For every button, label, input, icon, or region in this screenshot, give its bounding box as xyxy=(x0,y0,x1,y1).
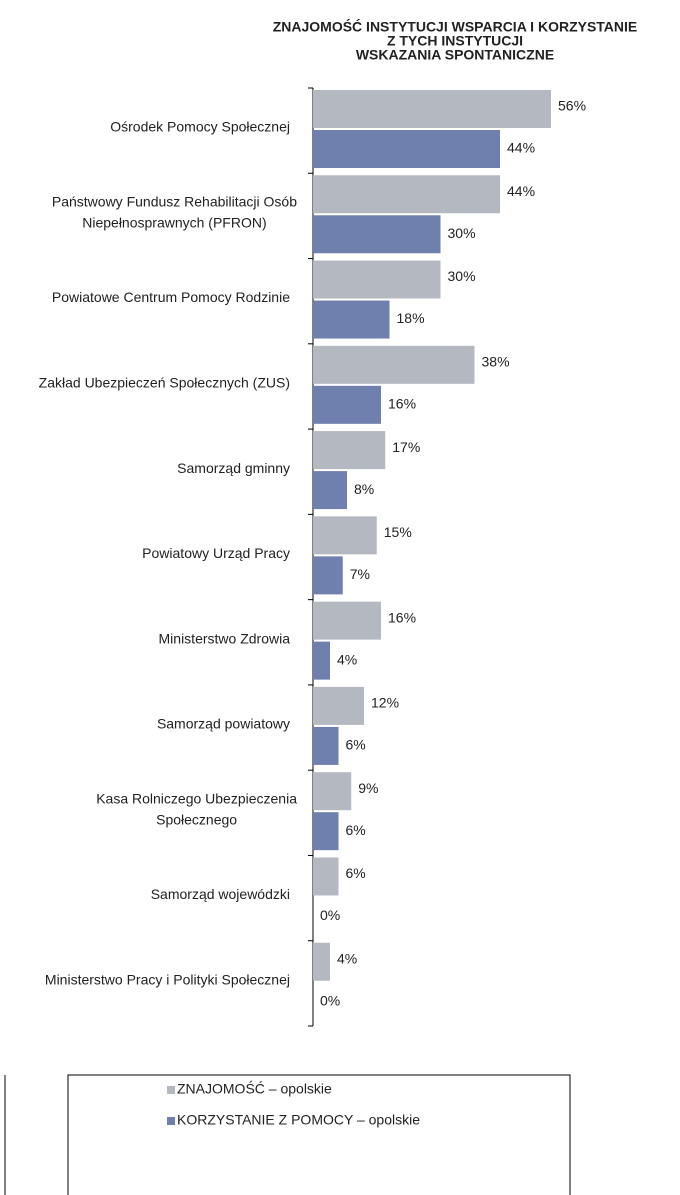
value-label: 6% xyxy=(346,737,366,753)
legend-swatch xyxy=(167,1117,175,1125)
category-label: Zakład Ubezpieczeń Społecznych (ZUS) xyxy=(39,375,290,391)
bar xyxy=(313,942,330,981)
bar xyxy=(313,556,343,595)
category-label-line: Powiatowy Urząd Pracy xyxy=(142,545,290,561)
bar xyxy=(313,260,441,299)
value-label: 6% xyxy=(346,822,366,838)
category-label: Powiatowy Urząd Pracy xyxy=(142,545,290,561)
bar xyxy=(313,772,352,811)
category-label-line: Niepełnosprawnych (PFRON) xyxy=(82,214,266,230)
bar xyxy=(313,641,330,680)
value-label: 56% xyxy=(558,98,586,114)
bar xyxy=(313,345,475,384)
category-label: Kasa Rolniczego Ubezpieczenia Społecznego xyxy=(96,790,297,827)
category-label: Powiatowe Centrum Pomocy Rodzinie xyxy=(52,289,290,305)
value-label: 15% xyxy=(384,524,412,540)
value-label: 44% xyxy=(507,140,535,156)
value-label: 12% xyxy=(371,695,399,711)
value-label: 8% xyxy=(354,481,374,497)
category-label: Samorząd wojewódzki xyxy=(151,886,290,902)
category-label-line: Ministerstwo Pracy i Polityki Społecznej xyxy=(45,971,290,987)
value-label: 0% xyxy=(320,992,340,1008)
category-label: Samorząd powiatowy xyxy=(157,716,290,732)
chart-title: ZNAJOMOŚĆ INSTYTUCJI WSPARCIA I KORZYSTA… xyxy=(273,18,638,35)
chart-title: WSKAZANIA SPONTANICZNE xyxy=(356,47,554,63)
category-label: Ministerstwo Zdrowia xyxy=(159,630,291,646)
category-label-line: Kasa Rolniczego Ubezpieczenia xyxy=(96,790,297,806)
legend-label: KORZYSTANIE Z POMOCY – opolskie xyxy=(177,1112,420,1128)
bar xyxy=(313,300,390,339)
chart-title: Z TYCH INSTYTUCJI xyxy=(387,33,523,49)
bar xyxy=(313,431,386,470)
bar xyxy=(313,686,364,725)
category-label-line: Samorząd wojewódzki xyxy=(151,886,290,902)
value-label: 30% xyxy=(448,268,476,284)
legend-swatch xyxy=(167,1086,175,1094)
value-label: 44% xyxy=(507,183,535,199)
bar xyxy=(313,726,339,765)
category-label: Ministerstwo Pracy i Polityki Społecznej xyxy=(45,971,290,987)
bar xyxy=(313,90,551,128)
category-label-line: Powiatowe Centrum Pomocy Rodzinie xyxy=(52,289,290,305)
category-label-line: Samorząd gminny xyxy=(177,460,290,476)
value-label: 6% xyxy=(346,865,366,881)
category-label-line: Społecznego xyxy=(156,811,237,827)
value-label: 16% xyxy=(388,609,416,625)
value-label: 9% xyxy=(358,780,378,796)
bar xyxy=(313,601,381,640)
value-label: 17% xyxy=(392,439,420,455)
legend-label: ZNAJOMOŚĆ – opolskie xyxy=(177,1080,332,1097)
category-label: Samorząd gminny xyxy=(177,460,290,476)
value-label: 38% xyxy=(482,354,510,370)
value-label: 4% xyxy=(337,950,357,966)
bar xyxy=(313,385,381,424)
value-label: 18% xyxy=(397,310,425,326)
bar xyxy=(313,857,339,896)
category-label: Ośrodek Pomocy Społecznej xyxy=(110,119,290,135)
bar xyxy=(313,215,441,254)
value-label: 4% xyxy=(337,651,357,667)
category-label-line: Ośrodek Pomocy Społecznej xyxy=(110,119,290,135)
value-label: 16% xyxy=(388,396,416,412)
category-label-line: Zakład Ubezpieczeń Społecznych (ZUS) xyxy=(39,375,290,391)
value-label: 7% xyxy=(350,566,370,582)
value-label: 0% xyxy=(320,907,340,923)
bar xyxy=(313,516,377,555)
category-label-line: Ministerstwo Zdrowia xyxy=(159,630,291,646)
legend-frame xyxy=(67,1074,571,1195)
bar xyxy=(313,130,500,168)
bar xyxy=(313,471,347,510)
category-label-line: Samorząd powiatowy xyxy=(157,716,290,732)
bar xyxy=(313,812,339,851)
category-label: Państwowy Fundusz Rehabilitacji Osób Niep… xyxy=(52,193,297,230)
bar xyxy=(313,175,500,214)
value-label: 30% xyxy=(448,225,476,241)
category-label-line: Państwowy Fundusz Rehabilitacji Osób xyxy=(52,193,297,209)
